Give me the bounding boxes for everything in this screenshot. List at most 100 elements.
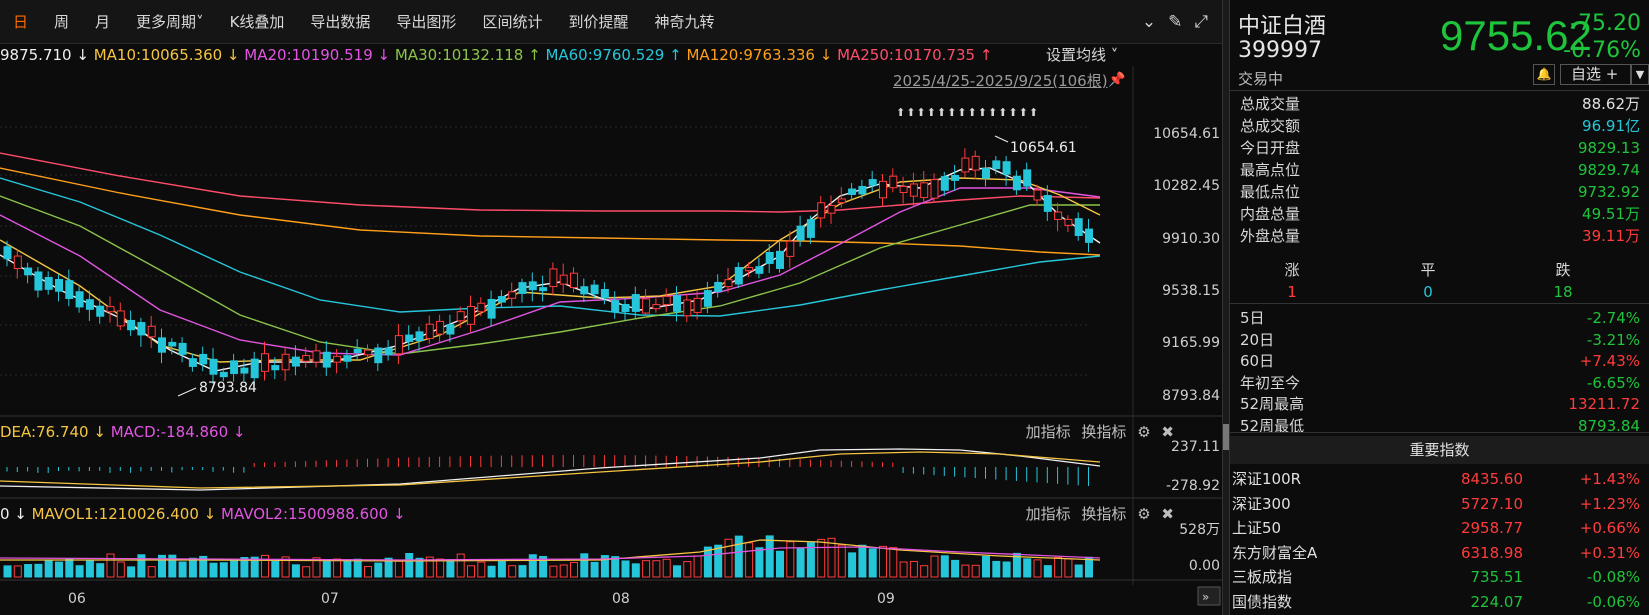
up-count-label: 涨 [1284, 261, 1300, 279]
trading-status: 交易中 [1238, 70, 1284, 88]
magic-nine-button[interactable]: 神奇九转 [654, 12, 715, 31]
perf-row: 52周最低 8793.84 [1240, 415, 1640, 437]
index-row[interactable]: 深证100R 8435.60 +1.43% [1230, 467, 1649, 492]
index-name: 深证300 [1232, 494, 1291, 513]
price-axis: 10654.61 10282.45 9910.30 9538.15 9165.9… [1153, 126, 1220, 404]
kline-overlay-menu[interactable]: K线叠加 [229, 12, 285, 31]
volume-bar [642, 560, 651, 578]
index-row[interactable]: 上证50 2958.77 +0.66% [1230, 516, 1649, 541]
volume-bar [982, 555, 990, 578]
double-chevron-right-icon: » [1202, 590, 1209, 604]
bell-icon[interactable]: 🔔 [1533, 64, 1555, 85]
candle-body [487, 298, 496, 319]
index-change: -0.08% [1586, 568, 1640, 586]
mavol2-line [0, 546, 1101, 561]
close-icon[interactable]: ✖ [1161, 505, 1174, 523]
stat-label: 总成交额 [1240, 117, 1301, 135]
fullscreen-icon[interactable]: ⤢ [1194, 12, 1208, 32]
price-alert-button[interactable]: 到价提醒 [568, 12, 629, 31]
stat-value: 88.62万 [1582, 95, 1640, 113]
export-data-button[interactable]: 导出数据 [310, 12, 371, 31]
collapse-handle[interactable] [1223, 424, 1229, 450]
index-row[interactable]: 东方财富全A 6318.98 +0.31% [1230, 541, 1649, 566]
volume-bar [199, 555, 208, 578]
volume-bar [951, 559, 960, 578]
candle-body [364, 349, 372, 356]
volume-legend: 0 ↓ MAVOL1:1210026.400 ↓ MAVOL2:1500988.… [0, 503, 1222, 525]
volume-bar [219, 562, 228, 578]
caret-down-icon: ▼ [1635, 68, 1645, 81]
down-count: 18 [1553, 283, 1573, 301]
gear-icon[interactable]: ⚙ [1137, 423, 1151, 441]
grid-lines [0, 66, 1222, 585]
ma-settings-button[interactable]: 设置均线 ˅ [1046, 44, 1118, 66]
export-image-button[interactable]: 导出图形 [396, 12, 457, 31]
ma5-value: 9875.710 ↓ [0, 46, 89, 64]
brush-icon[interactable]: ✎ [1168, 12, 1183, 32]
candle-body [611, 300, 620, 313]
volume-bar [364, 566, 372, 578]
watchlist-dropdown[interactable]: ▼ [1631, 64, 1649, 85]
more-periods-menu[interactable]: 更多周期˅ [123, 0, 217, 44]
index-price: 735.51 [1470, 568, 1524, 586]
candle-body [992, 160, 1001, 170]
candle-body [65, 280, 74, 299]
macd-legend: DEA:76.740 ↓ MACD:-184.860 ↓ 加指标 换指标 ⚙ ✖ [0, 421, 1222, 443]
volume-bar [1074, 564, 1083, 578]
volume-bar [477, 561, 486, 578]
perf-label: 60日 [1240, 352, 1275, 370]
candle-body [776, 250, 784, 269]
period-month-tab[interactable]: 月 [95, 12, 111, 31]
candle-body [75, 291, 84, 308]
chevron-circle-down-icon[interactable]: ⌄ [1141, 12, 1157, 32]
kline-chart-area[interactable]: 10654.61 8793.84 ⬆⬆⬆⬆⬆⬆⬆⬆⬆⬆⬆⬆⬆⬆ 10654.61… [0, 66, 1222, 615]
volume-bar [405, 552, 414, 578]
index-name: 深证100R [1232, 470, 1302, 488]
volume-bar [961, 564, 970, 578]
range-stats-button[interactable]: 区间统计 [482, 12, 543, 31]
volume-bar [291, 564, 300, 578]
candle-body [961, 157, 970, 173]
period-week-tab[interactable]: 周 [54, 12, 70, 31]
index-row[interactable]: 三板成指 735.51 -0.08% [1230, 565, 1649, 590]
index-name: 东方财富全A [1232, 543, 1318, 562]
candle-body [600, 289, 609, 299]
volume-bar [806, 542, 815, 578]
volume-bar [1043, 565, 1052, 578]
price-tick: 10282.45 [1153, 178, 1220, 194]
signal-arrows: ⬆⬆⬆⬆⬆⬆⬆⬆⬆⬆⬆⬆⬆⬆ [896, 106, 1039, 119]
add-watchlist-button[interactable]: 自选 + [1560, 64, 1631, 85]
close-icon[interactable]: ✖ [1161, 423, 1174, 441]
candle-body [652, 304, 661, 310]
stat-row: 今日开盘 9829.13 [1240, 137, 1640, 159]
add-indicator-button[interactable]: 加指标 [1025, 423, 1071, 441]
scroll-right-button[interactable] [1197, 586, 1221, 606]
volume-bar [693, 555, 702, 578]
candle-body [765, 251, 774, 264]
stat-row: 总成交量 88.62万 [1240, 93, 1640, 115]
pin-icon[interactable]: 📌 [1108, 72, 1126, 88]
gear-icon[interactable]: ⚙ [1137, 505, 1151, 523]
period-day-tab[interactable]: 日 [13, 12, 29, 31]
volume-bar [714, 544, 723, 578]
add-indicator-button[interactable]: 加指标 [1025, 505, 1071, 523]
candle-body [662, 295, 671, 306]
index-row[interactable]: 深证300 5727.10 +1.23% [1230, 492, 1649, 517]
macd-value: MACD:-184.860 ↓ [110, 423, 246, 441]
swap-indicator-button[interactable]: 换指标 [1081, 423, 1127, 441]
volume-bar [662, 558, 671, 578]
candle-body [302, 355, 311, 362]
candle-body [755, 266, 764, 274]
perf-row: 52周最高 13211.72 [1240, 393, 1640, 415]
index-change: +0.66% [1579, 519, 1640, 537]
panel-divider[interactable] [1222, 0, 1230, 615]
date-range-label[interactable]: 2025/4/25-2025/9/25(106根) [893, 72, 1108, 90]
volume-bar [487, 565, 496, 578]
x-tick: 08 [612, 591, 630, 607]
volume-bar [353, 558, 362, 578]
price-change-pct: -0.76% [1563, 38, 1641, 63]
index-row[interactable]: 国债指数 224.07 -0.06% [1230, 590, 1649, 615]
perf-value: 13211.72 [1568, 395, 1640, 413]
swap-indicator-button[interactable]: 换指标 [1081, 505, 1127, 523]
volume-bar [116, 561, 125, 578]
